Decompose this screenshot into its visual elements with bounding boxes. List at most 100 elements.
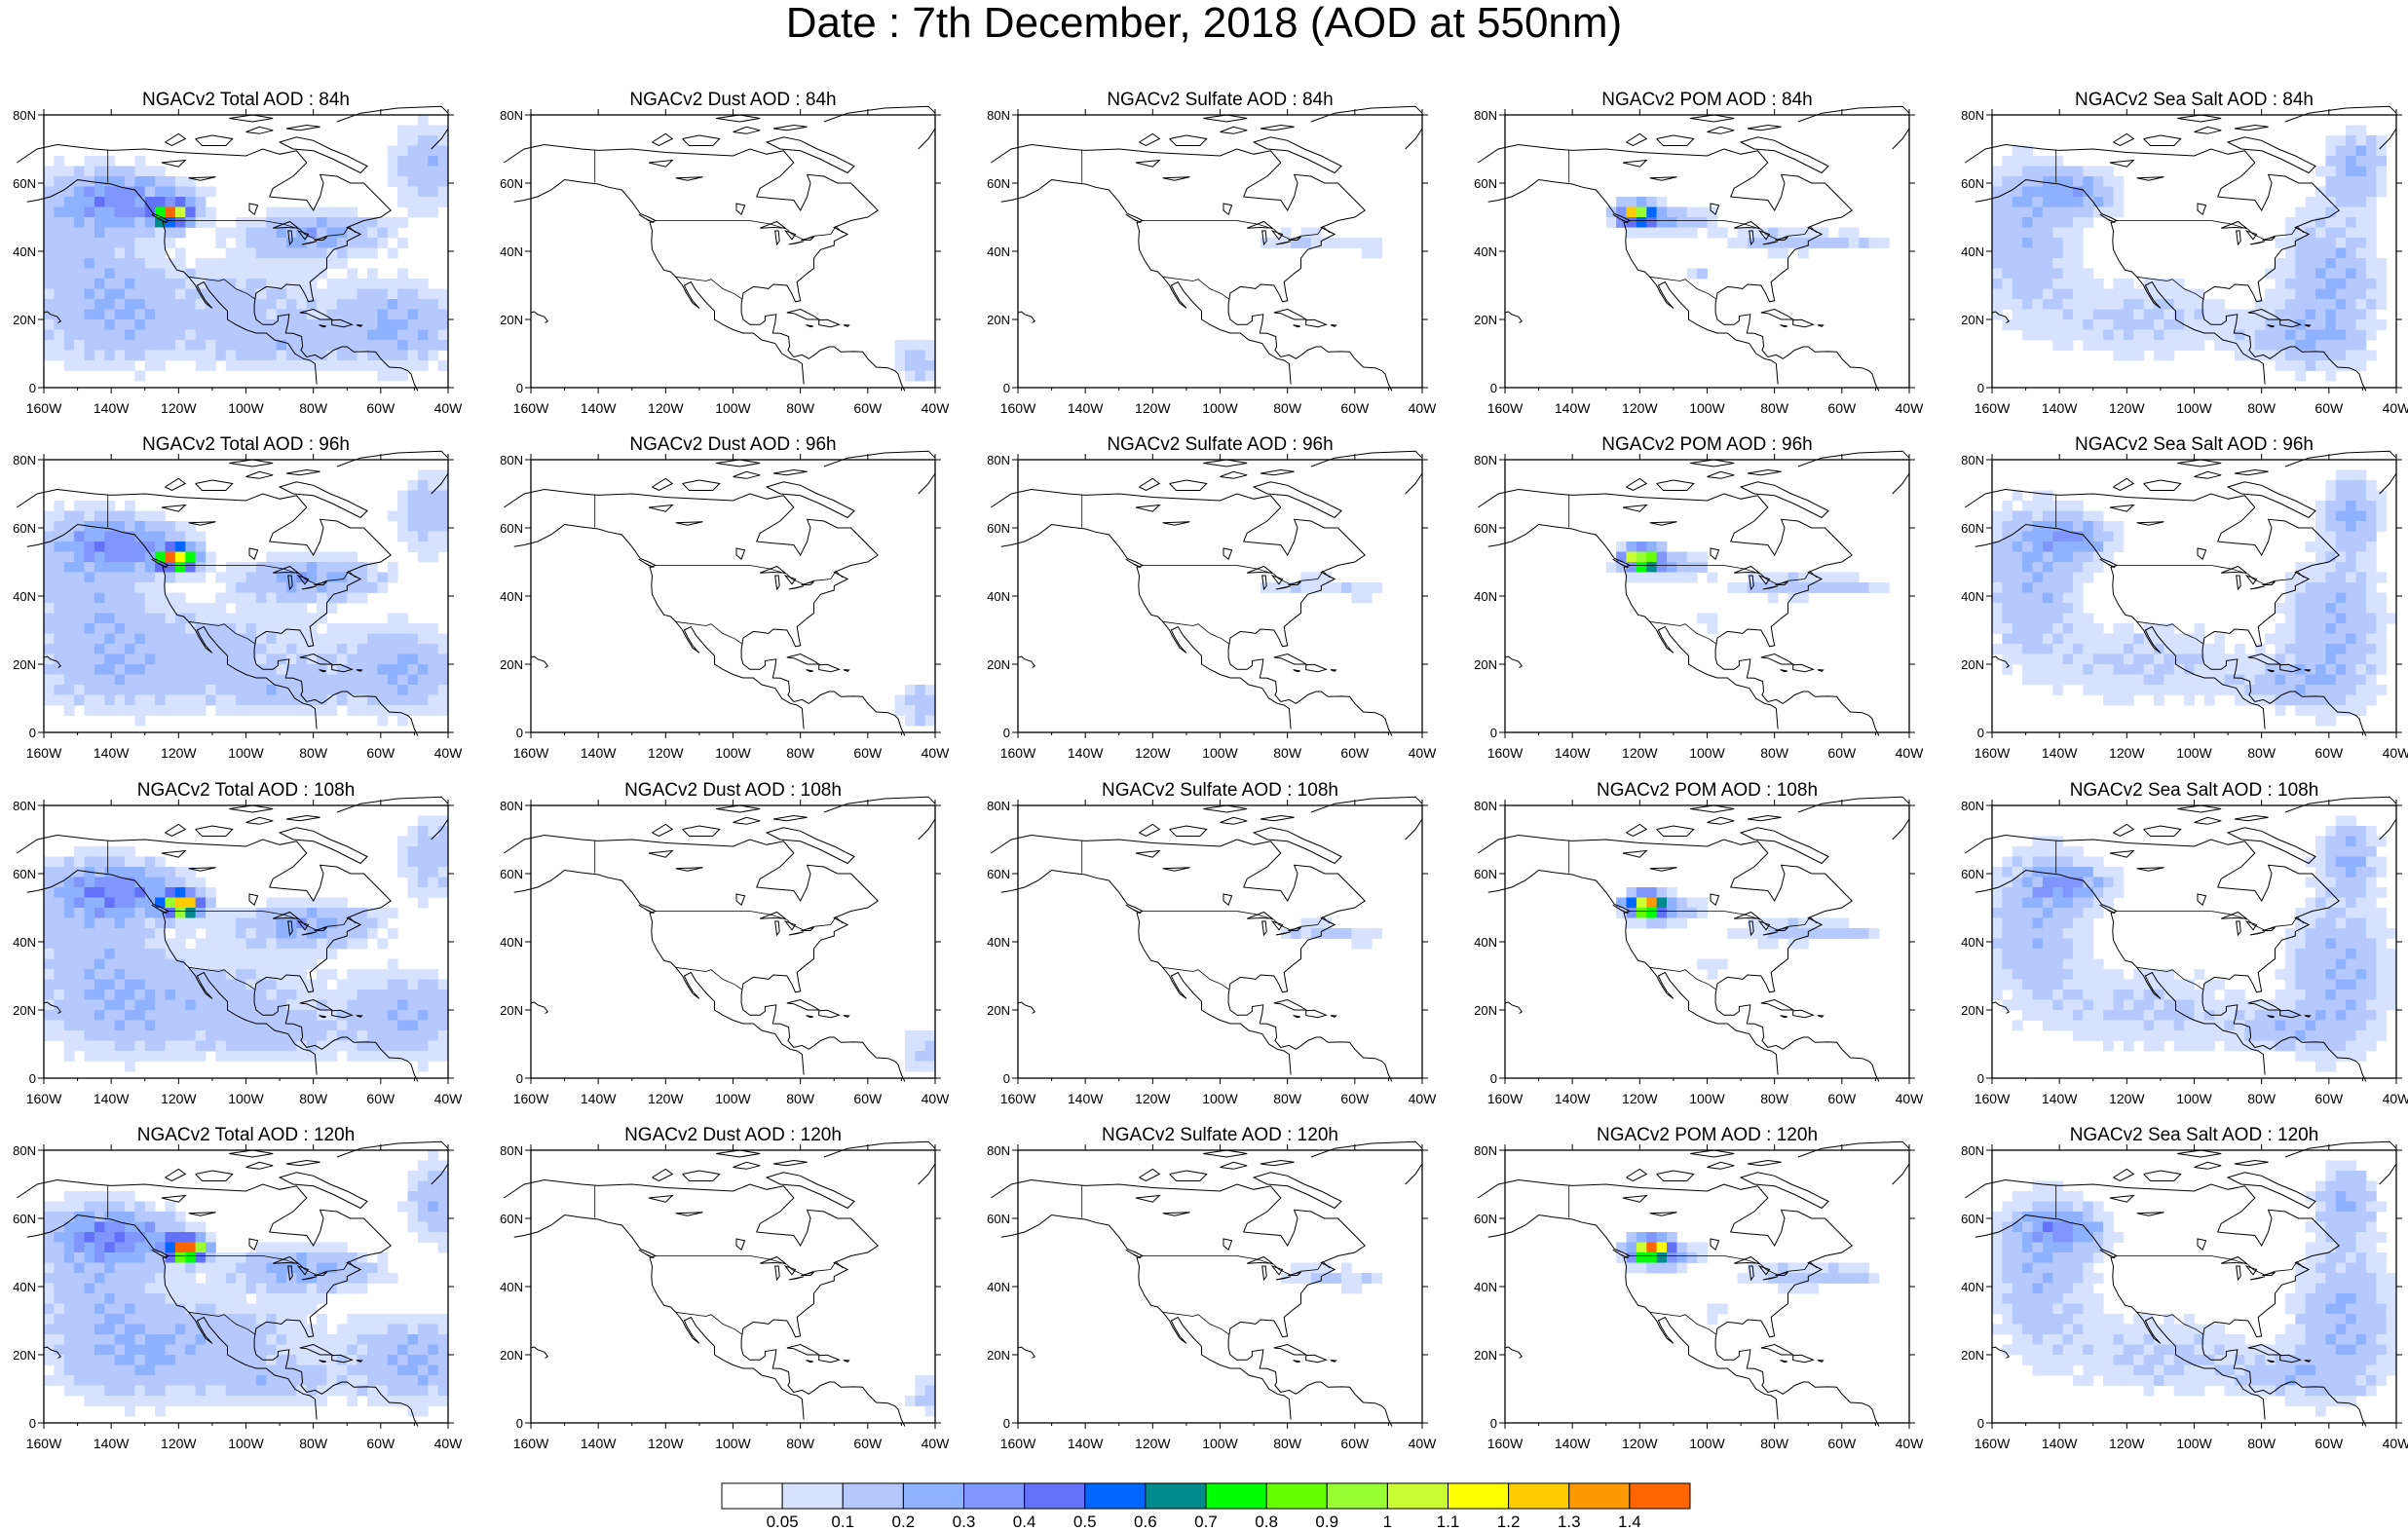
lat-tick-label: 0 (1003, 1071, 1010, 1086)
lon-tick-label: 120W (648, 400, 684, 416)
lon-tick-label: 60W (853, 1436, 883, 1451)
aod-field (1616, 887, 1879, 980)
lon-tick-label: 100W (228, 745, 264, 761)
coastlines (1478, 106, 1909, 391)
aod-field (895, 340, 936, 381)
lat-tick-label: 20N (1961, 1003, 1984, 1018)
lat-tick-label: 0 (516, 1071, 523, 1086)
colorbar-label: 1 (1383, 1513, 1392, 1532)
lat-tick-label: 0 (29, 726, 36, 740)
colorbar-box (1387, 1483, 1448, 1509)
lon-tick-label: 160W (26, 745, 62, 761)
lon-tick-label: 140W (94, 1091, 130, 1106)
lon-tick-label: 100W (1202, 1436, 1238, 1451)
lon-tick-label: 160W (1000, 1436, 1036, 1451)
colorbar-box (1327, 1483, 1387, 1509)
lon-tick-label: 100W (1689, 1091, 1725, 1106)
lon-tick-label: 120W (161, 400, 197, 416)
lon-tick-label: 160W (1487, 1091, 1524, 1106)
lon-tick-label: 160W (1000, 745, 1036, 761)
lat-tick-label: 40N (500, 1280, 523, 1294)
lon-tick-label: 120W (2109, 745, 2145, 761)
lon-tick-label: 80W (786, 1436, 815, 1451)
aod-field (1992, 816, 2396, 1072)
colorbar-label: 0.05 (767, 1513, 799, 1532)
colorbar-box (1266, 1483, 1327, 1509)
lon-tick-label: 40W (922, 745, 951, 761)
aod-field (1281, 1263, 1382, 1294)
lon-tick-label: 80W (2247, 400, 2276, 416)
lon-tick-label: 140W (94, 1436, 130, 1451)
lat-tick-label: 20N (987, 313, 1010, 327)
lon-tick-label: 140W (581, 1436, 617, 1451)
lon-tick-label: 120W (1622, 1091, 1658, 1106)
lon-tick-label: 60W (853, 1091, 883, 1106)
lon-tick-label: 40W (1896, 745, 1925, 761)
coastlines (504, 1141, 935, 1426)
lon-tick-label: 100W (228, 400, 264, 416)
lon-tick-label: 160W (1000, 400, 1036, 416)
coastlines (1478, 451, 1909, 735)
lat-tick-label: 20N (1474, 1348, 1497, 1363)
lon-tick-label: 120W (161, 745, 197, 761)
lat-tick-label: 40N (13, 935, 36, 950)
lat-tick-label: 80N (13, 108, 36, 123)
lon-tick-label: 60W (366, 1436, 395, 1451)
colorbar-box (964, 1483, 1025, 1509)
lon-tick-label: 40W (1409, 400, 1438, 416)
lat-tick-label: 0 (29, 1416, 36, 1431)
lat-tick-label: 0 (1003, 1416, 1010, 1431)
coastlines (504, 451, 935, 735)
lon-tick-label: 160W (1487, 400, 1524, 416)
lon-tick-label: 80W (786, 400, 815, 416)
lon-tick-label: 140W (1068, 745, 1104, 761)
colorbar (721, 1482, 1691, 1510)
lon-tick-label: 160W (26, 1436, 62, 1451)
lon-tick-label: 60W (366, 1091, 395, 1106)
aod-field (1281, 918, 1382, 950)
lon-tick-label: 40W (1896, 1091, 1925, 1106)
coastlines (1478, 797, 1909, 1081)
lon-tick-label: 40W (1409, 1436, 1438, 1451)
colorbar-label: 0.7 (1194, 1513, 1218, 1532)
colorbar-box (843, 1483, 903, 1509)
lat-tick-label: 20N (1961, 1348, 1984, 1363)
lon-tick-label: 60W (1827, 745, 1857, 761)
lon-tick-label: 140W (581, 400, 617, 416)
lat-tick-label: 40N (987, 935, 1010, 950)
lon-tick-label: 60W (1340, 1436, 1370, 1451)
lon-tick-label: 160W (1487, 745, 1524, 761)
lon-tick-label: 40W (922, 1091, 951, 1106)
lat-tick-label: 0 (1977, 1416, 1984, 1431)
colorbar-label: 0.5 (1073, 1513, 1097, 1532)
lon-tick-label: 100W (1202, 745, 1238, 761)
lat-tick-label: 0 (29, 381, 36, 395)
lat-tick-label: 40N (987, 244, 1010, 259)
lon-tick-label: 60W (2314, 745, 2344, 761)
lon-tick-label: 140W (1555, 400, 1591, 416)
aod-field (905, 1375, 936, 1416)
aod-field (44, 816, 448, 1072)
lat-tick-label: 0 (516, 1416, 523, 1431)
lon-tick-label: 40W (1409, 745, 1438, 761)
lon-tick-label: 40W (434, 745, 464, 761)
aod-field (1992, 1161, 2396, 1417)
